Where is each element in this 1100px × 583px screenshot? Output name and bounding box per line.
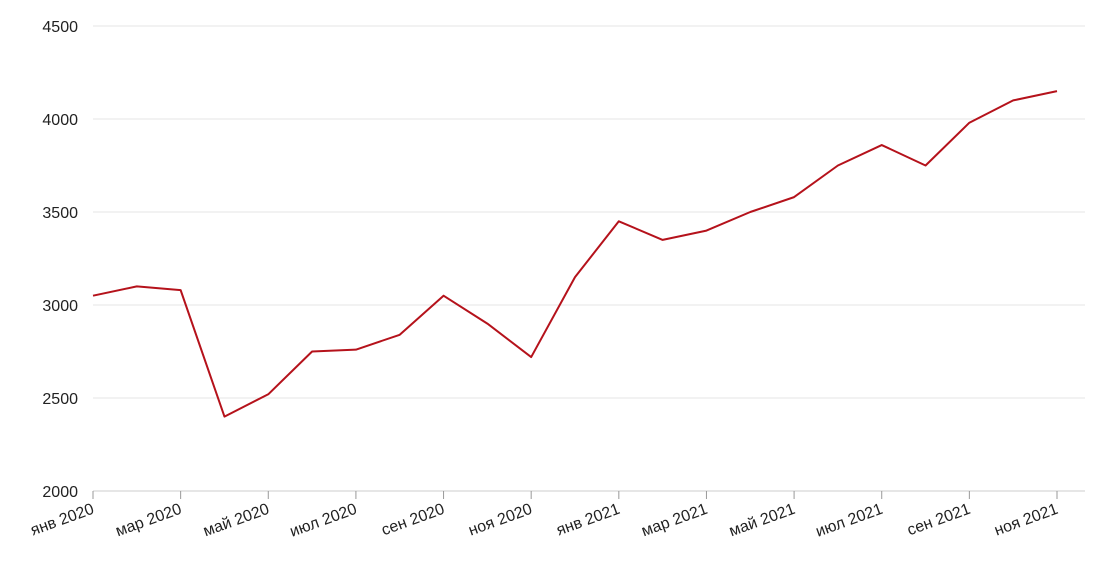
y-tick-label: 2500 <box>42 391 78 408</box>
x-tick-label: янв 2020 <box>28 501 96 540</box>
y-tick-label: 2000 <box>42 484 78 501</box>
line <box>92 90 1058 418</box>
x-tick-label: май 2021 <box>727 501 798 541</box>
x-tick-label: янв 2021 <box>554 501 622 540</box>
x-tick-label: июл 2020 <box>288 501 360 541</box>
x-tick-label: июл 2021 <box>814 501 886 541</box>
x-tick-label: сен 2020 <box>379 501 447 540</box>
x-tick-label: май 2020 <box>201 501 272 541</box>
y-tick-label: 4000 <box>42 112 78 129</box>
x-tick-label: ноя 2021 <box>992 501 1060 540</box>
y-tick-label: 3000 <box>42 298 78 315</box>
x-tick-label: сен 2021 <box>905 501 973 540</box>
x-tick-label: мар 2021 <box>639 501 710 541</box>
y-tick-label: 4500 <box>42 19 78 36</box>
x-tick-label: мар 2020 <box>113 501 184 541</box>
x-tick-label: ноя 2020 <box>466 501 534 540</box>
y-tick-label: 3500 <box>42 205 78 222</box>
